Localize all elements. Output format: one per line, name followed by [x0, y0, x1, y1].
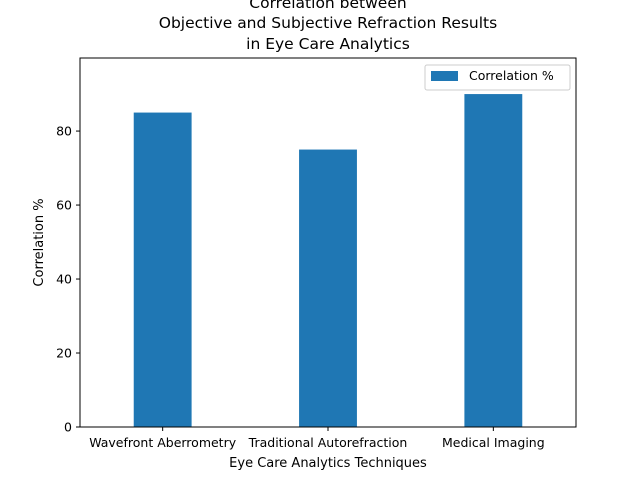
- y-tick-label: 80: [56, 124, 72, 139]
- x-tick-label: Traditional Autorefraction: [248, 435, 408, 450]
- bar-medical-imaging: [464, 94, 523, 427]
- x-tick-label: Medical Imaging: [442, 435, 545, 450]
- bars-group: [133, 94, 523, 428]
- y-tick-label: 40: [56, 272, 72, 287]
- x-tick-label: Wavefront Aberrometry: [89, 435, 237, 450]
- y-tick-label: 0: [64, 420, 72, 435]
- y-axis-label: Correlation %: [32, 198, 47, 286]
- x-axis-ticks: Wavefront Aberrometry Traditional Autoref…: [89, 427, 545, 450]
- plot-area-frame: [79, 57, 577, 428]
- chart-title: Correlation between Objective and Subjec…: [159, 0, 497, 53]
- y-tick-label: 20: [56, 346, 72, 361]
- legend-box: [424, 64, 571, 91]
- legend-swatch: [431, 71, 458, 81]
- title-line-1: Correlation between: [249, 0, 406, 12]
- title-line-2: Objective and Subjective Refraction Resu…: [159, 14, 497, 32]
- title-line-3: in Eye Care Analytics: [246, 35, 410, 53]
- y-tick-label: 60: [56, 198, 72, 213]
- y-axis-ticks: 0 20 40 60 80: [56, 124, 80, 435]
- x-axis-label: Eye Care Analytics Techniques: [229, 456, 427, 471]
- legend: Correlation %: [424, 64, 571, 91]
- bar-traditional-autorefraction: [299, 149, 357, 427]
- bar-wavefront-aberrometry: [133, 112, 192, 428]
- legend-label: Correlation %: [469, 68, 554, 83]
